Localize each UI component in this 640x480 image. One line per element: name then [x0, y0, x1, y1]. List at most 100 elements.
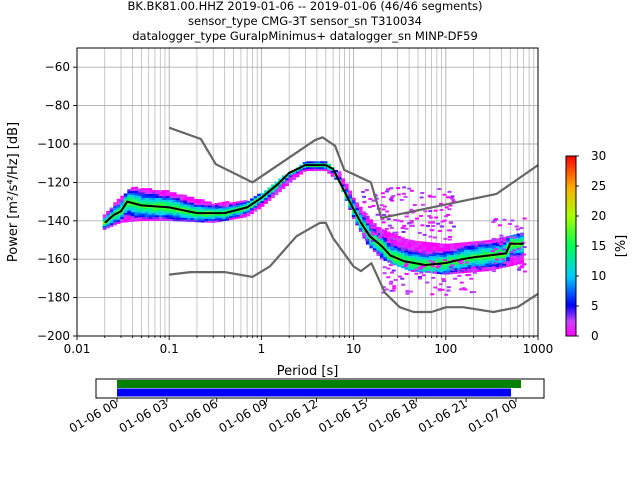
density-cell: [299, 164, 303, 167]
density-cell: [274, 193, 279, 196]
density-cell: [151, 216, 156, 220]
density-cell: [414, 244, 419, 247]
density-cell: [488, 260, 493, 264]
density-cell: [158, 218, 163, 221]
density-cell: [243, 215, 247, 218]
density-cell: [344, 185, 349, 188]
density-cell: [232, 211, 237, 214]
density-cell: [134, 190, 139, 193]
density-cell: [155, 197, 160, 200]
density-cell: [421, 241, 426, 244]
density-cell: [379, 204, 384, 207]
density-cell: [218, 210, 223, 213]
density-cell: [430, 221, 435, 224]
density-cell: [513, 247, 518, 250]
density-cell: [459, 262, 464, 265]
density-cell: [116, 214, 121, 217]
density-cell: [197, 204, 202, 207]
y-tick-label: −100: [37, 137, 70, 151]
density-cell: [165, 195, 170, 198]
density-cell: [162, 201, 167, 204]
density-cell: [478, 269, 482, 272]
density-cell: [460, 255, 465, 258]
density-cell: [253, 196, 258, 199]
density-cell: [379, 249, 384, 252]
density-cell: [295, 173, 300, 176]
density-cell: [411, 250, 416, 253]
density-cell: [369, 234, 374, 237]
density-cell: [162, 218, 167, 221]
density-cell: [436, 258, 440, 261]
density-cell: [176, 200, 181, 203]
density-cell: [144, 203, 149, 206]
timeline-tick-label: 01-06 00: [67, 396, 121, 435]
density-cell: [137, 194, 142, 197]
density-cell: [481, 242, 486, 245]
density-cell: [151, 203, 156, 206]
density-cell: [471, 254, 475, 258]
density-cell: [481, 267, 486, 270]
density-cell: [415, 217, 420, 220]
density-cell: [127, 218, 132, 221]
density-cell: [144, 197, 149, 200]
density-cell: [109, 209, 114, 212]
density-cell: [120, 199, 125, 202]
density-cell: [158, 190, 163, 193]
density-cell: [481, 263, 486, 266]
density-cell: [502, 248, 507, 251]
density-cell: [361, 232, 366, 235]
density-cell: [488, 268, 493, 271]
density-cell: [516, 250, 521, 253]
density-cell: [478, 261, 482, 265]
density-cell: [348, 204, 353, 207]
density-cell: [148, 213, 153, 216]
density-cell: [488, 247, 493, 250]
density-cell: [320, 168, 325, 172]
x-tick-label: 0.01: [64, 342, 91, 356]
density-cell: [400, 243, 405, 246]
density-cell: [502, 250, 507, 253]
density-cell: [316, 168, 321, 172]
density-cell: [499, 249, 503, 252]
density-cell: [362, 201, 367, 204]
density-cell: [109, 222, 114, 225]
density-cell: [123, 216, 128, 219]
density-cell: [407, 268, 412, 271]
density-cell: [193, 210, 198, 213]
density-cell: [423, 210, 428, 213]
density-cell: [520, 251, 525, 255]
density-cell: [428, 210, 433, 213]
density-cell: [460, 250, 465, 253]
density-cell: [404, 244, 409, 247]
density-cell: [120, 195, 125, 198]
density-cell: [190, 200, 195, 203]
density-cell: [465, 274, 470, 277]
density-cell: [162, 193, 167, 197]
density-cell: [200, 201, 205, 204]
density-cell: [362, 228, 367, 231]
density-cell: [316, 167, 321, 170]
density-cell: [457, 263, 461, 266]
density-cell: [365, 242, 370, 245]
density-cell: [116, 221, 121, 224]
density-cell: [436, 269, 440, 272]
density-cell: [155, 193, 160, 197]
x-tick-label: 0.1: [160, 342, 179, 356]
density-cell: [376, 249, 381, 253]
density-cell: [371, 199, 376, 202]
density-cell: [438, 283, 443, 286]
density-cell: [375, 213, 380, 216]
density-cell: [446, 196, 451, 199]
density-cell: [450, 245, 454, 248]
density-cell: [257, 195, 261, 198]
density-cell: [446, 251, 451, 254]
density-cell: [102, 218, 107, 221]
density-cell: [239, 206, 244, 209]
density-cell: [488, 239, 493, 242]
density-cell: [221, 207, 226, 210]
density-cell: [513, 240, 518, 243]
density-cell: [218, 206, 223, 209]
density-cell: [113, 202, 118, 205]
density-cell: [393, 218, 398, 221]
density-cell: [155, 203, 160, 206]
